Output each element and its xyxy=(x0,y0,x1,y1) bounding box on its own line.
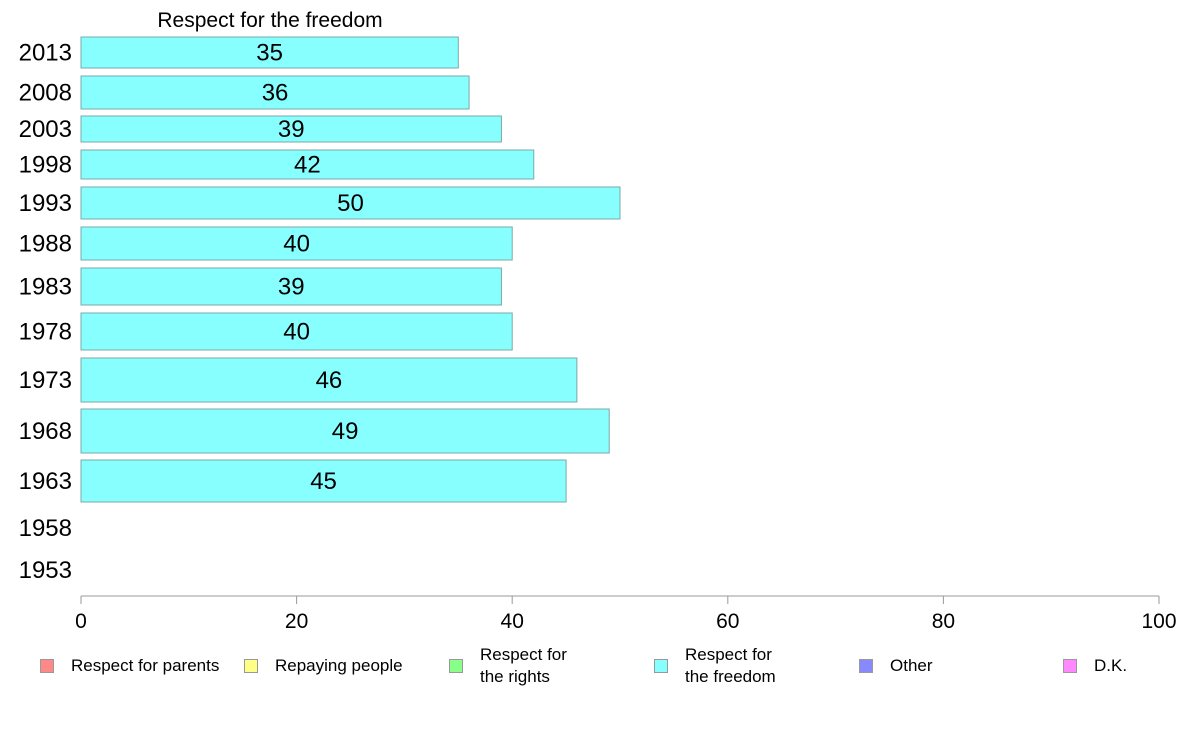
bar xyxy=(80,459,567,503)
bar-row-2013: 2013 35 xyxy=(19,36,459,69)
bar-row-1973: 1973 46 xyxy=(19,357,578,403)
x-tick-label: 40 xyxy=(501,610,524,633)
x-axis: 0 20 40 60 80 100 xyxy=(75,595,1177,633)
legend-swatch xyxy=(859,659,873,673)
data-label: 42 xyxy=(294,152,321,179)
data-label: 39 xyxy=(278,274,305,301)
legend-swatch xyxy=(449,659,463,673)
category-label: 1958 xyxy=(19,515,72,542)
category-label: 2008 xyxy=(19,80,72,107)
category-label: 1998 xyxy=(19,152,72,179)
bar xyxy=(80,312,513,351)
bar xyxy=(80,226,513,261)
bar-row-1953: 1953 xyxy=(19,557,72,584)
x-tick-label: 0 xyxy=(75,610,87,633)
bar xyxy=(80,75,470,110)
legend-label: Repaying people xyxy=(275,656,403,675)
bar-row-1963: 1963 45 xyxy=(19,459,567,503)
x-tick-label: 80 xyxy=(932,610,955,633)
category-label: 1988 xyxy=(19,231,72,258)
x-tick-label: 20 xyxy=(285,610,308,633)
bar-row-2008: 2008 36 xyxy=(19,75,470,110)
category-label: 1968 xyxy=(19,418,72,445)
legend: Respect for parents Repaying people Respec… xyxy=(0,644,1188,694)
bar xyxy=(80,36,459,69)
bar-row-1958: 1958 xyxy=(19,515,72,542)
legend-item: Respect for the rights xyxy=(449,644,567,688)
bar-rows: 2013 35 2008 36 2003 39 1998 42 1993 50 1988 40 1983… xyxy=(19,36,621,584)
category-label: 1993 xyxy=(19,190,72,217)
legend-swatch xyxy=(40,659,54,673)
bar xyxy=(80,357,578,403)
bar-row-1968: 1968 49 xyxy=(19,408,610,454)
bar xyxy=(80,267,502,306)
bar xyxy=(80,115,502,143)
category-label: 2003 xyxy=(19,116,72,143)
legend-item: Other xyxy=(859,644,933,688)
legend-label: Respect for the rights xyxy=(480,645,567,686)
bar-row-2003: 2003 39 xyxy=(19,115,502,143)
bar-row-1983: 1983 39 xyxy=(19,267,502,306)
category-label: 1973 xyxy=(19,367,72,394)
data-label: 45 xyxy=(310,468,337,495)
data-label: 39 xyxy=(278,116,305,143)
legend-label: Respect for the freedom xyxy=(685,645,776,686)
data-label: 36 xyxy=(262,80,289,107)
data-label: 49 xyxy=(332,418,359,445)
legend-label: D.K. xyxy=(1094,656,1128,675)
legend-label: Other xyxy=(890,656,933,675)
bar-row-1998: 1998 42 xyxy=(19,149,535,180)
bar-row-1988: 1988 40 xyxy=(19,226,513,261)
data-label: 40 xyxy=(283,319,310,346)
category-label: 1978 xyxy=(19,319,72,346)
bar xyxy=(80,149,535,180)
legend-label: Respect for parents xyxy=(71,656,220,675)
legend-swatch xyxy=(244,659,258,673)
legend-item: Repaying people xyxy=(244,644,403,688)
data-label: 50 xyxy=(337,190,364,217)
category-label: 1953 xyxy=(19,557,72,584)
data-label: 40 xyxy=(283,231,310,258)
x-tick-label: 60 xyxy=(716,610,739,633)
legend-item: Respect for parents xyxy=(40,644,219,688)
bar-row-1978: 1978 40 xyxy=(19,312,513,351)
data-label: 46 xyxy=(316,367,343,394)
x-tick-label: 100 xyxy=(1141,610,1176,633)
bar xyxy=(80,186,621,220)
legend-swatch xyxy=(1063,659,1077,673)
bar-row-1993: 1993 50 xyxy=(19,186,621,220)
chart-title: Respect for the freedom xyxy=(157,9,382,32)
legend-swatch xyxy=(654,659,668,673)
legend-item: D.K. xyxy=(1063,644,1127,688)
category-label: 2013 xyxy=(19,40,72,67)
data-label: 35 xyxy=(256,40,283,67)
category-label: 1983 xyxy=(19,274,72,301)
legend-item: Respect for the freedom xyxy=(654,644,776,688)
category-label: 1963 xyxy=(19,468,72,495)
bar xyxy=(80,408,610,454)
